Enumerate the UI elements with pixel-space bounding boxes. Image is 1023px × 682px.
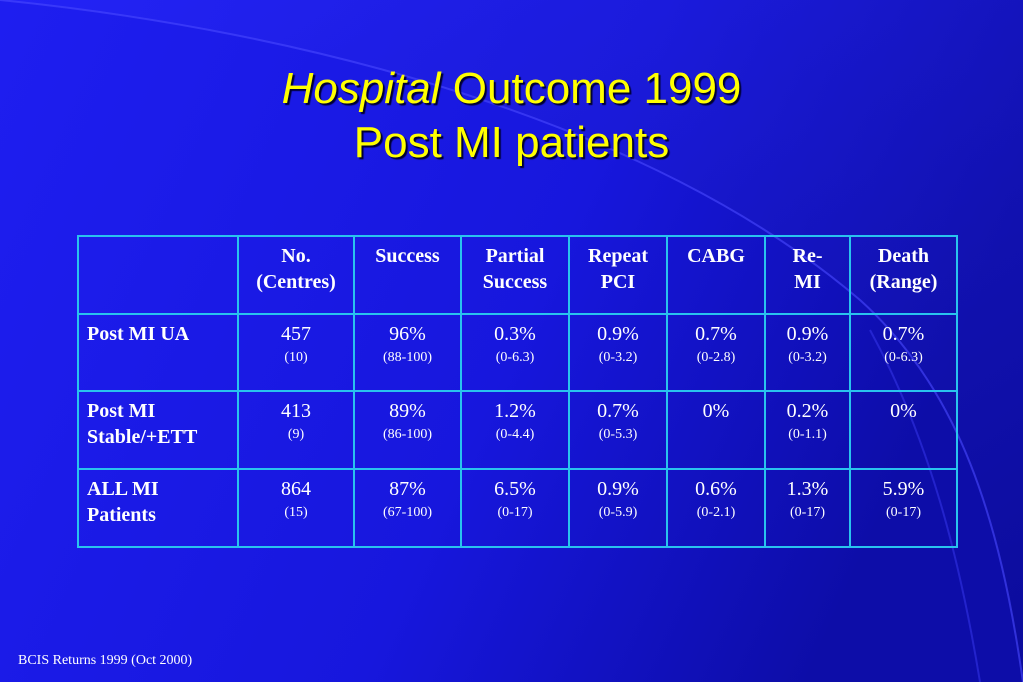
cell-no-centres: 413 (9) bbox=[237, 390, 355, 470]
outcome-table: No. (Centres) Success Partial Success Repe… bbox=[77, 235, 958, 548]
row-label: Post MI UA bbox=[77, 313, 239, 392]
header-death-range: Death (Range) bbox=[849, 235, 958, 315]
title-line-2: Post MI patients bbox=[353, 118, 670, 167]
cell-partial-success: 6.5% (0-17) bbox=[460, 468, 570, 548]
cell-repeat-pci: 0.9% (0-3.2) bbox=[568, 313, 668, 392]
header-re-mi: Re- MI bbox=[764, 235, 851, 315]
cell-partial-success: 0.3% (0-6.3) bbox=[460, 313, 570, 392]
cell-re-mi: 0.2% (0-1.1) bbox=[764, 390, 851, 470]
header-cabg: CABG bbox=[666, 235, 766, 315]
table-row: Post MI Stable/+ETT 413 (9) 89% (86-100) 1.… bbox=[77, 390, 958, 470]
cell-success: 96% (88-100) bbox=[353, 313, 462, 392]
cell-success: 87% (67-100) bbox=[353, 468, 462, 548]
row-label: ALL MI Patients bbox=[77, 468, 239, 548]
cell-no-centres: 864 (15) bbox=[237, 468, 355, 548]
cell-repeat-pci: 0.9% (0-5.9) bbox=[568, 468, 668, 548]
cell-no-centres: 457 (10) bbox=[237, 313, 355, 392]
slide-title: Hospital Outcome 1999 Post MI patients bbox=[0, 62, 1023, 170]
title-line-1: Hospital Outcome 1999 bbox=[0, 62, 1023, 116]
cell-repeat-pci: 0.7% (0-5.3) bbox=[568, 390, 668, 470]
cell-success: 89% (86-100) bbox=[353, 390, 462, 470]
source-footer: BCIS Returns 1999 (Oct 2000) bbox=[18, 653, 193, 668]
cell-cabg: 0.6% (0-2.1) bbox=[666, 468, 766, 548]
header-row: No. (Centres) Success Partial Success Repe… bbox=[77, 235, 958, 315]
header-partial-success: Partial Success bbox=[460, 235, 570, 315]
cell-cabg: 0% bbox=[666, 390, 766, 470]
cell-re-mi: 0.9% (0-3.2) bbox=[764, 313, 851, 392]
cell-partial-success: 1.2% (0-4.4) bbox=[460, 390, 570, 470]
cell-cabg: 0.7% (0-2.8) bbox=[666, 313, 766, 392]
title-rest: Outcome 1999 bbox=[440, 64, 742, 113]
header-empty-cell bbox=[77, 235, 239, 315]
header-no-centres: No. (Centres) bbox=[237, 235, 355, 315]
row-label: Post MI Stable/+ETT bbox=[77, 390, 239, 470]
title-italic-word: Hospital bbox=[281, 64, 441, 113]
table-row: Post MI UA 457 (10) 96% (88-100) 0.3% (0-6.… bbox=[77, 313, 958, 392]
header-repeat-pci: Repeat PCI bbox=[568, 235, 668, 315]
cell-death: 0% bbox=[849, 390, 958, 470]
cell-death: 5.9% (0-17) bbox=[849, 468, 958, 548]
cell-re-mi: 1.3% (0-17) bbox=[764, 468, 851, 548]
header-success: Success bbox=[353, 235, 462, 315]
cell-death: 0.7% (0-6.3) bbox=[849, 313, 958, 392]
table-row: ALL MI Patients 864 (15) 87% (67-100) 6.5%(… bbox=[77, 468, 958, 548]
